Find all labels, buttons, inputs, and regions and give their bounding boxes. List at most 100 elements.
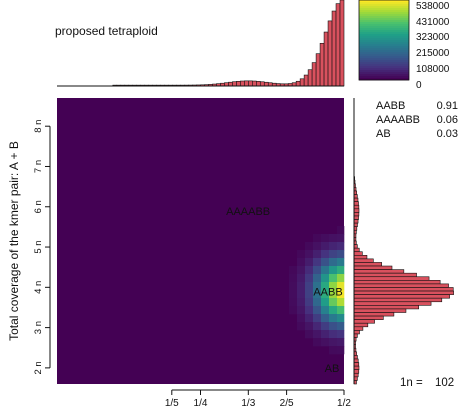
top-histogram-bar (315, 53, 321, 87)
colorbar-segment (359, 50, 409, 53)
n-value: 102 (435, 377, 454, 389)
heatmap (57, 98, 345, 384)
right-histogram-bar (353, 219, 359, 224)
heatmap-cell (329, 298, 338, 307)
y-tick-label: 5 n (33, 240, 44, 253)
right-histogram-bar (353, 258, 374, 263)
heatmap-cell (329, 346, 338, 355)
right-histogram-bar (353, 322, 369, 328)
heatmap-background (57, 98, 344, 384)
right-histogram-bar (353, 244, 358, 249)
top-histogram-bar (232, 81, 237, 87)
heatmap-cell (313, 250, 322, 259)
right-histogram-bar (353, 269, 405, 274)
heatmap-cell (329, 314, 338, 323)
proportion-value: 0.03 (437, 128, 458, 140)
heatmap-cell (337, 346, 345, 355)
heatmap-cell (313, 234, 322, 243)
colorbar-segment (359, 56, 409, 59)
heatmap-cell (305, 258, 314, 267)
right-histogram-bar (353, 197, 359, 202)
right-histogram-bar (353, 355, 358, 360)
heatmap-cell (321, 306, 330, 315)
heatmap-cell (289, 290, 298, 299)
right-histogram-bar (353, 369, 360, 374)
right-histogram-bar (353, 265, 393, 270)
colorbar-segment (359, 8, 409, 11)
colorbar-tick-label: 431000 (416, 17, 450, 28)
y-tick-label: 3 n (33, 321, 44, 334)
heatmap-cell (305, 314, 314, 323)
y-tick-label: 2 n (33, 361, 44, 374)
right-histogram-bar (353, 287, 454, 292)
heatmap-cell (321, 322, 330, 331)
heatmap-cell (329, 322, 338, 331)
right-histogram-bar (353, 251, 363, 256)
colorbar-segment (359, 34, 409, 37)
colorbar-segment (359, 62, 409, 65)
right-histogram-bar (353, 280, 441, 285)
heatmap-cell (305, 298, 314, 307)
heatmap-cell (297, 322, 306, 331)
right-histogram-bar (353, 319, 375, 324)
heatmap-cell (297, 282, 306, 291)
colorbar-segment (359, 16, 409, 19)
heatmap-cell (313, 242, 322, 251)
heatmap-cell (329, 330, 338, 339)
proportion-label: AAAABB (376, 114, 420, 126)
heatmap-cell (321, 290, 330, 299)
heatmap-cell (329, 274, 338, 283)
heatmap-cell (305, 330, 314, 339)
colorbar-segment (359, 10, 409, 13)
heatmap-cell (305, 242, 314, 251)
heatmap-cell (321, 250, 330, 259)
colorbar-segment (359, 76, 409, 79)
colorbar-segment (359, 78, 409, 81)
colorbar-segment (359, 68, 409, 71)
heatmap-cell (289, 306, 298, 315)
colorbar-tick-label: 538000 (416, 1, 450, 12)
proportion-label: AB (376, 128, 391, 140)
y-axis-label: Total coverage of the kmer pair: A + B (7, 141, 21, 341)
top-histogram-bar (256, 81, 261, 87)
proportion-value: 0.91 (437, 100, 458, 112)
colorbar-segment (359, 70, 409, 73)
heatmap-cell (313, 306, 322, 315)
colorbar-segment (359, 72, 409, 75)
right-histogram-bar (353, 283, 449, 288)
right-histogram-bar (353, 326, 364, 331)
x-tick-label: 1/2 (337, 398, 351, 409)
n-label: 1n = (400, 377, 423, 389)
colorbar-segment (359, 48, 409, 51)
top-histogram-bar (252, 80, 257, 87)
colorbar-segment (359, 54, 409, 57)
heatmap-cell (337, 298, 345, 307)
colorbar-segment (359, 28, 409, 31)
top-marginal-histogram (112, 0, 345, 87)
colorbar-segment (359, 6, 409, 9)
heatmap-cell (313, 258, 322, 267)
y-tick-label: 6 n (33, 200, 44, 213)
peak-label: AB (325, 363, 340, 375)
colorbar-segment (359, 46, 409, 49)
heatmap-cell (329, 250, 338, 259)
heatmap-cell (337, 250, 345, 259)
y-tick-label: 4 n (33, 281, 44, 294)
heatmap-cell (329, 282, 338, 291)
colorbar-segment (359, 22, 409, 25)
right-histogram-bar (353, 247, 360, 253)
heatmap-cell (337, 330, 345, 339)
heatmap-cell (337, 282, 345, 291)
colorbar-segment (359, 30, 409, 33)
colorbar-segment (359, 0, 409, 3)
right-histogram-bar (353, 276, 430, 281)
colorbar-segment (359, 64, 409, 67)
top-histogram-bar (228, 81, 233, 87)
heatmap-cell (321, 338, 330, 347)
top-histogram-bar (248, 80, 253, 87)
heatmap-cell (329, 290, 338, 299)
heatmap-cell (321, 242, 330, 251)
heatmap-cell (329, 266, 338, 275)
heatmap-cell (305, 290, 314, 299)
colorbar-segment (359, 14, 409, 17)
